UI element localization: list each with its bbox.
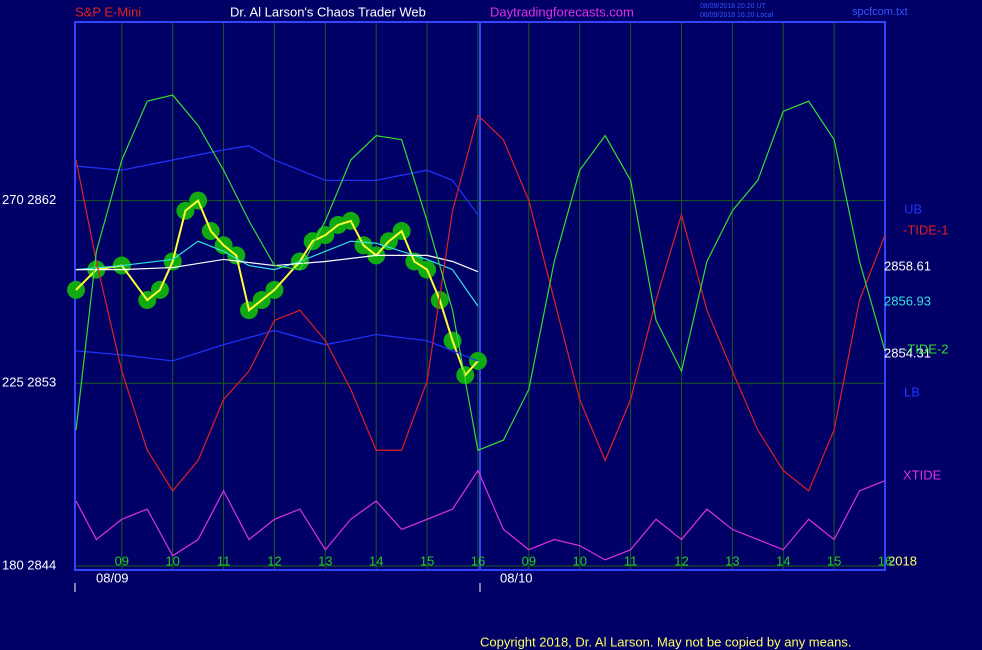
x-tick-label: 09 bbox=[115, 553, 129, 568]
timestamp: 08/09/2018 16:20 Local bbox=[700, 12, 774, 19]
last-value: 2856.93 bbox=[884, 293, 931, 308]
series-line bbox=[75, 114, 886, 492]
chart-title: Dr. Al Larson's Chaos Trader Web bbox=[230, 4, 426, 19]
series-layer bbox=[67, 94, 886, 561]
file-name: spcfcom.txt bbox=[852, 6, 908, 18]
symbol: S&P E-Mini bbox=[75, 4, 141, 19]
x-tick-label: 15 bbox=[827, 553, 841, 568]
series-line bbox=[75, 329, 479, 362]
series-line bbox=[75, 145, 479, 216]
legend-label: -TIDE-1 bbox=[903, 222, 949, 237]
legend-label: XTIDE bbox=[903, 467, 942, 482]
x-tick-label: 15 bbox=[420, 553, 434, 568]
x-tick-label: 13 bbox=[318, 553, 332, 568]
x-tick-label: 10 bbox=[165, 553, 179, 568]
x-tick-label: 09 bbox=[522, 553, 536, 568]
last-value: 2858.61 bbox=[884, 258, 931, 273]
series-line bbox=[75, 240, 479, 307]
timestamp: 08/09/2018 20:20 UT bbox=[700, 3, 766, 10]
legend-label: LB bbox=[904, 384, 920, 399]
x-tick-label: 12 bbox=[674, 553, 688, 568]
last-value: 2854.31 bbox=[884, 345, 931, 360]
year: 2018 bbox=[888, 553, 917, 568]
x-tick-label: 16 bbox=[471, 553, 485, 568]
series-line bbox=[75, 469, 886, 561]
site: Daytradingforecasts.com bbox=[490, 4, 634, 19]
x-tick-label: 11 bbox=[624, 553, 638, 568]
copyright: Copyright 2018, Dr. Al Larson. May not b… bbox=[480, 634, 851, 649]
series-line bbox=[75, 94, 886, 452]
series-line bbox=[76, 254, 479, 273]
y-tick-label: 270 2862 bbox=[2, 192, 56, 207]
x-tick-label: 12 bbox=[267, 553, 281, 568]
x-tick-label: 14 bbox=[369, 553, 383, 568]
x-tick-label: 13 bbox=[725, 553, 739, 568]
x-tick-label: 16 bbox=[878, 553, 892, 568]
x-tick-label: 10 bbox=[572, 553, 586, 568]
y-tick-label: 180 2844 bbox=[2, 557, 56, 572]
legend-label: -TIDE-2 bbox=[903, 341, 949, 356]
legend-label: UB bbox=[904, 201, 922, 216]
date-label: 08/10 bbox=[500, 570, 533, 585]
date-label: 08/09 bbox=[96, 570, 129, 585]
y-tick-label: 225 2853 bbox=[2, 375, 56, 390]
x-tick-label: 14 bbox=[776, 553, 790, 568]
x-tick-label: 11 bbox=[217, 553, 231, 568]
